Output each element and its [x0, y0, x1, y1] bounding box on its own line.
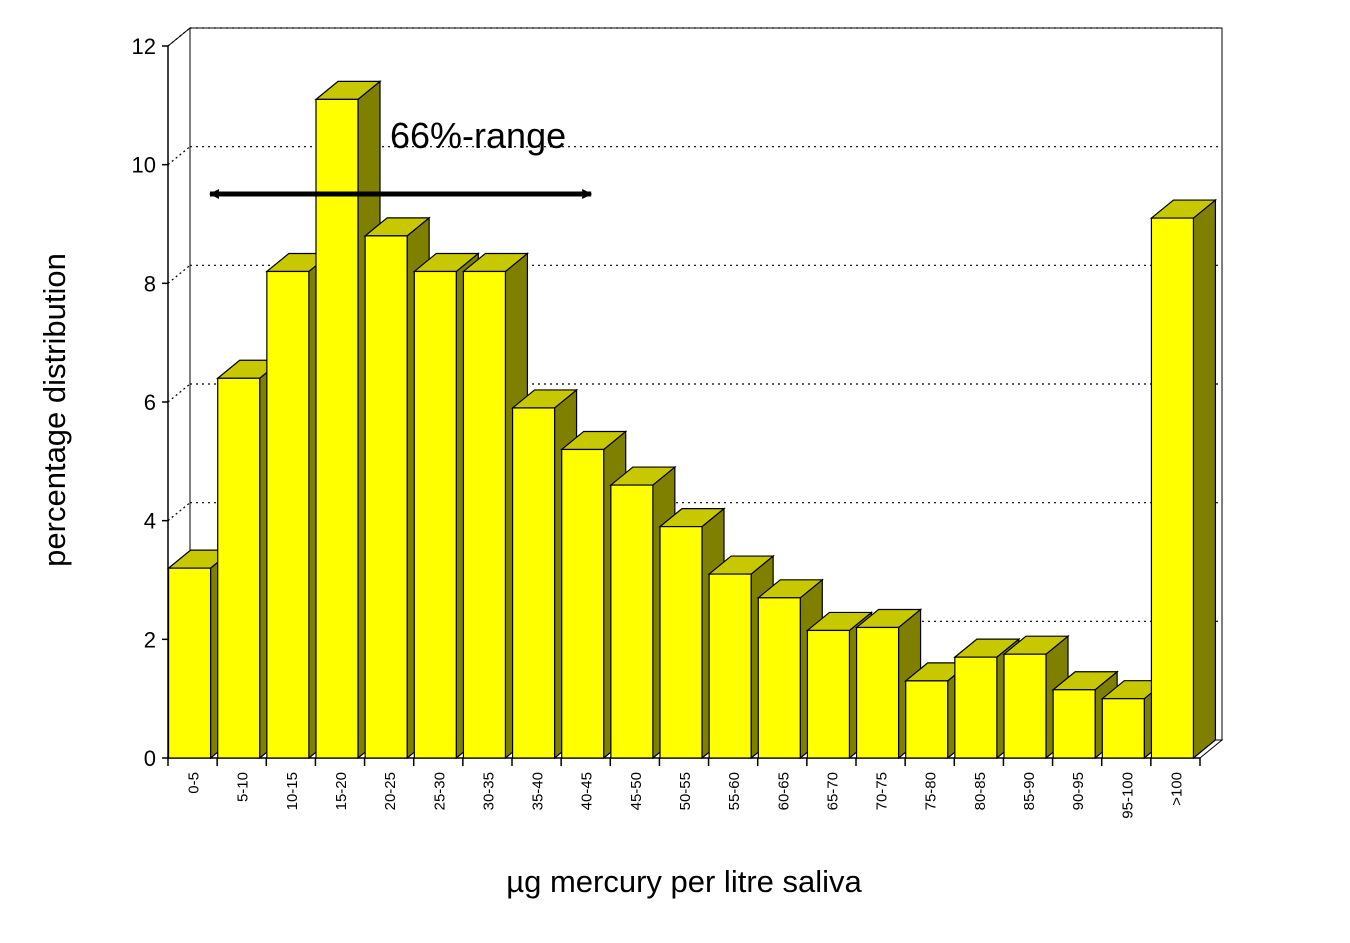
grid-lines — [167, 27, 1222, 640]
bar-front — [266, 270, 310, 759]
x-tick-label: 60-65 — [775, 772, 792, 810]
y-tick-label: 10 — [132, 153, 156, 178]
bar-front — [1150, 217, 1195, 759]
bar-front — [167, 567, 212, 759]
range-annotation: 66%-range — [209, 115, 593, 199]
bar-front — [954, 656, 998, 759]
bar-side — [1192, 198, 1217, 760]
x-tick-label: 25-30 — [431, 772, 448, 810]
x-tick-label: 45-50 — [628, 772, 645, 810]
x-tick-label: 95-100 — [1119, 772, 1136, 819]
bar-front — [217, 377, 261, 759]
x-tick-label: 0-5 — [186, 772, 203, 794]
x-tick-label: 80-85 — [972, 772, 989, 810]
range-label: 66%-range — [390, 115, 566, 156]
bar-front — [462, 270, 507, 759]
x-tick-label: 35-40 — [530, 772, 547, 810]
bar-front — [1101, 698, 1145, 759]
x-tick-label: 70-75 — [874, 772, 891, 810]
x-tick-label: 65-70 — [824, 772, 841, 810]
bar-front — [806, 629, 851, 759]
bar-front — [561, 448, 605, 759]
x-tick-label: 10-15 — [284, 772, 301, 810]
bar-front — [1003, 653, 1047, 759]
y-tick-label: 0 — [144, 746, 156, 771]
axis-labels: 0 2 4 6 8 10 12 0-5 5-10 10-15 15-20 20-25 25-30 30-3… — [132, 34, 1186, 819]
bar-front — [708, 573, 752, 759]
bar-front — [511, 407, 556, 759]
bar-front — [610, 484, 654, 759]
bar->100 — [1149, 198, 1218, 760]
x-tick-label: 85-90 — [1021, 772, 1038, 810]
y-tick-label: 4 — [144, 509, 156, 534]
x-tick-label: 30-35 — [480, 772, 497, 810]
y-tick-label: 6 — [144, 390, 156, 415]
x-tick-label: 15-20 — [333, 772, 350, 810]
x-tick-label: 75-80 — [923, 772, 940, 810]
bar-front — [1052, 689, 1096, 759]
bar-front — [413, 270, 457, 759]
x-tick-label: 20-25 — [382, 772, 399, 810]
bar-front — [659, 525, 703, 759]
x-tick-label: 55-60 — [726, 772, 743, 810]
y-axis-title: percentage distribution — [37, 253, 72, 567]
y-tick-label: 2 — [144, 627, 156, 652]
x-tick-label: 90-95 — [1070, 772, 1087, 810]
bar-front — [855, 626, 900, 759]
y-tick-label: 8 — [144, 271, 156, 296]
x-axis-title: µg mercury per litre saliva — [506, 864, 862, 899]
bar-30-35 — [461, 252, 530, 760]
bar-front — [757, 597, 801, 759]
bar-front — [315, 98, 359, 759]
bar-front — [905, 680, 949, 759]
x-tick-label: 5-10 — [235, 772, 252, 802]
bar-front — [364, 235, 408, 759]
y-tick-label: 12 — [132, 34, 156, 59]
x-tick-label: >100 — [1168, 772, 1185, 806]
bars — [166, 80, 1218, 760]
x-tick-label: 40-45 — [579, 772, 596, 810]
x-tick-label: 50-55 — [677, 772, 694, 810]
